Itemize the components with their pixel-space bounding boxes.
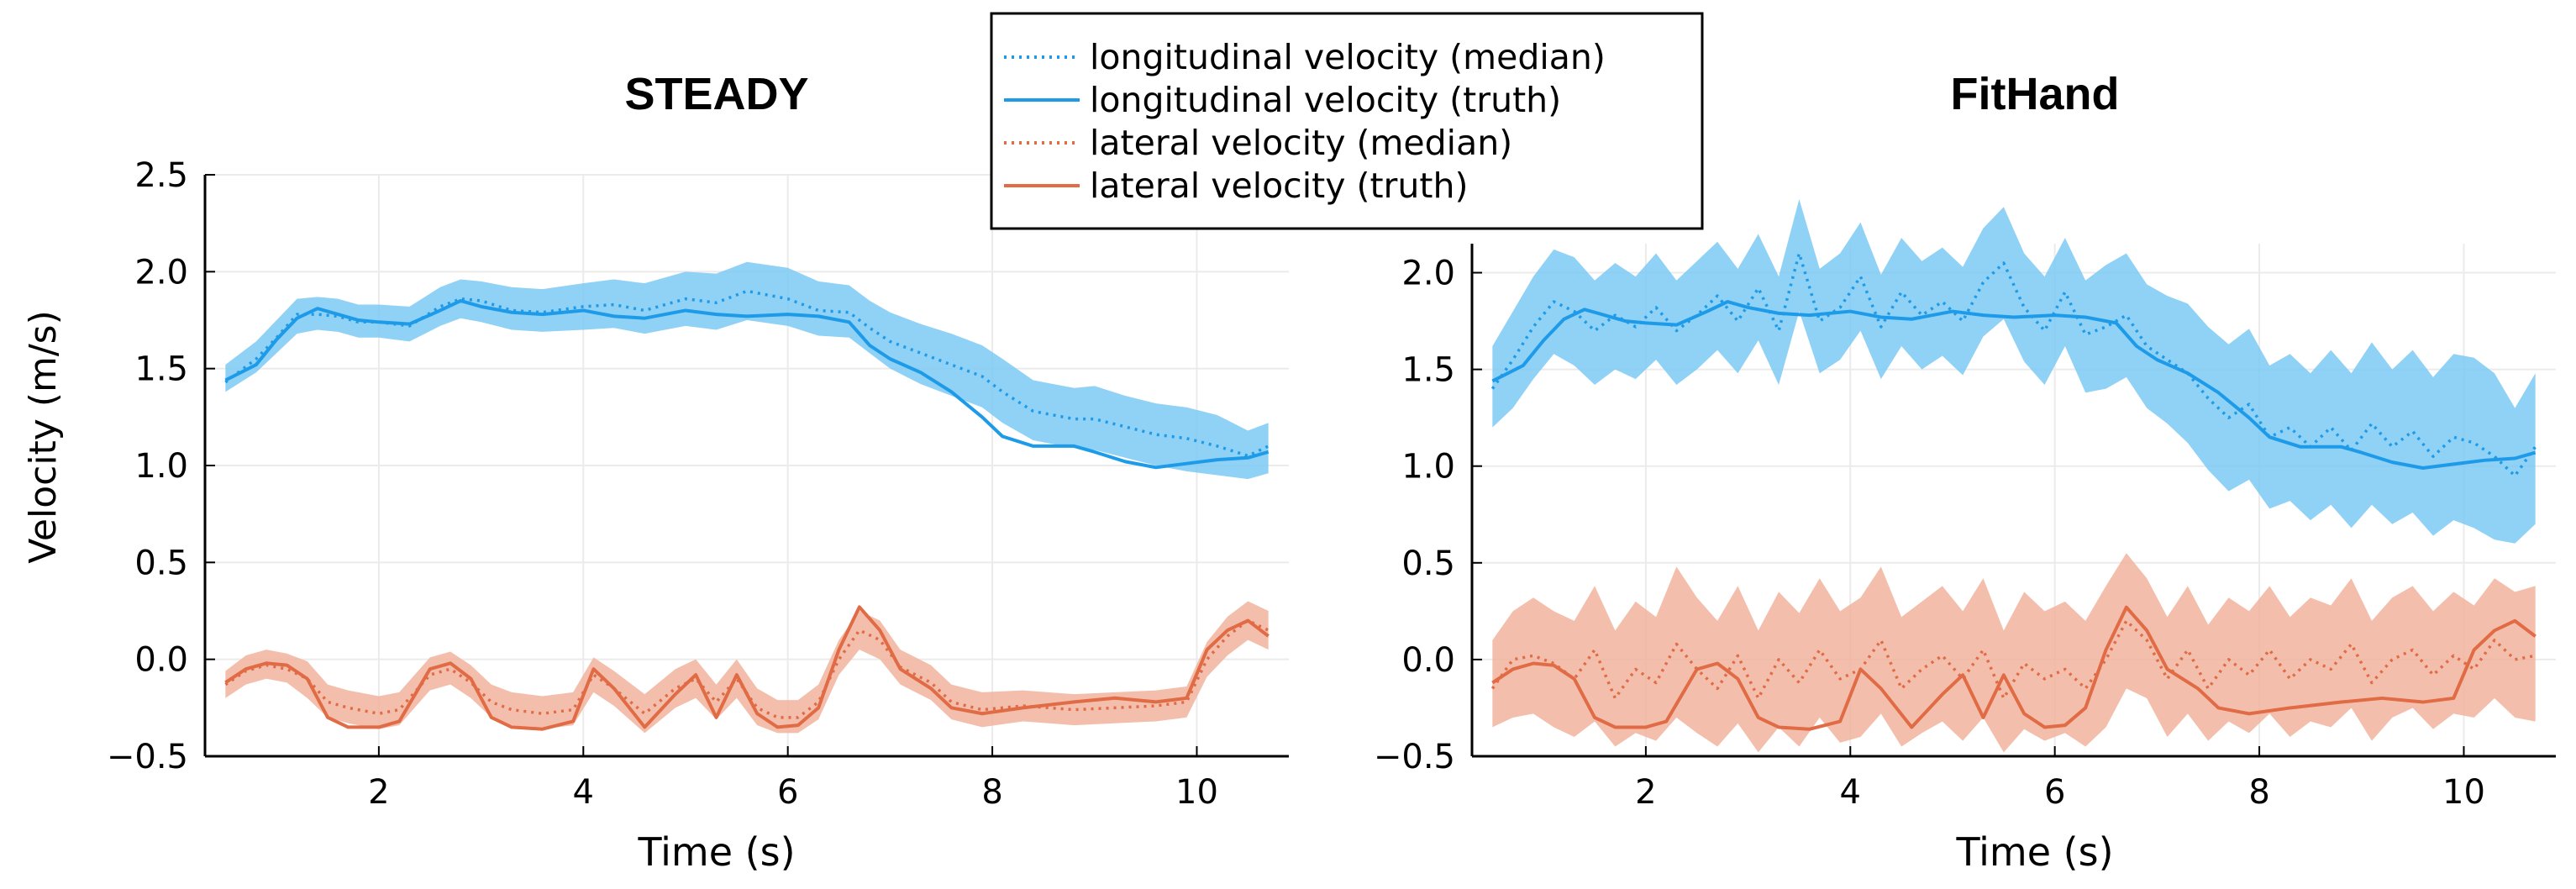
legend-label-long-median: longitudinal velocity (median): [1090, 37, 1606, 77]
x-tick-label: 8: [981, 773, 1002, 812]
x-tick-label: 4: [1840, 773, 1861, 812]
lateral-band-steady: [225, 601, 1269, 734]
y-tick-label: 1.5: [1401, 351, 1455, 390]
x-axis-label-fithand: Time (s): [1955, 829, 2113, 875]
y-tick-label: −0.5: [1374, 738, 1455, 776]
x-tick-label: 10: [1175, 773, 1218, 812]
y-tick-label: 0.5: [134, 544, 188, 582]
legend-label-long-truth: longitudinal velocity (truth): [1090, 80, 1561, 120]
x-tick-label: 2: [1635, 773, 1656, 812]
lateral-truth-line-steady: [224, 605, 1270, 731]
x-tick-label: 6: [777, 773, 798, 812]
y-tick-label: 1.0: [134, 447, 188, 486]
x-tick-label: 2: [368, 773, 389, 812]
legend-label-lat-median: lateral velocity (median): [1090, 123, 1512, 163]
longitudinal-band-fithand: [1492, 199, 2536, 544]
lateral-truth-line-fithand: [1491, 605, 2537, 731]
longitudinal-median-line-steady: [224, 289, 1270, 458]
panel-title-steady: STEADY: [624, 69, 808, 119]
x-tick-label: 10: [2442, 773, 2485, 812]
y-tick-label: 2.0: [1401, 255, 1455, 293]
y-tick-label: 0.0: [1401, 641, 1455, 680]
y-tick-label: 2.0: [134, 253, 188, 292]
y-tick-label: 1.5: [134, 350, 188, 389]
y-tick-label: −0.5: [107, 738, 188, 776]
longitudinal-median-line-fithand: [1490, 251, 2537, 477]
longitudinal-truth-line-steady: [224, 298, 1270, 470]
x-axis-label-steady: Time (s): [637, 829, 795, 875]
lateral-band-fithand: [1492, 553, 2536, 753]
y-tick-label: 0.0: [134, 641, 188, 680]
lateral-median-line-fithand: [1490, 619, 2536, 700]
panel-title-fithand: FitHand: [1951, 69, 2120, 119]
legend-label-lat-truth: lateral velocity (truth): [1090, 166, 1468, 206]
panel-steady: STEADY Time (s) 2 4 6 8 10 2.5 2.0 1.5 1.0 0.5 0.0…: [107, 69, 1289, 875]
y-tick-label: 0.5: [1401, 544, 1455, 583]
legend: longitudinal velocity (median) longitudi…: [990, 12, 1704, 230]
legend-box: [990, 12, 1704, 230]
x-tick-label: 4: [573, 773, 594, 812]
x-tick-label: 6: [2044, 773, 2065, 812]
longitudinal-band-steady: [225, 261, 1269, 480]
y-tick-label: 2.5: [134, 156, 188, 195]
y-tick-label: 1.0: [1401, 448, 1455, 487]
panel-fithand: FitHand Time (s) 2 4 6 8 10 2.0 1.5 1.0 0.5 0.0 −0…: [1374, 69, 2556, 875]
x-tick-label: 8: [2248, 773, 2269, 812]
y-axis-label: Velocity (m/s): [22, 310, 65, 564]
